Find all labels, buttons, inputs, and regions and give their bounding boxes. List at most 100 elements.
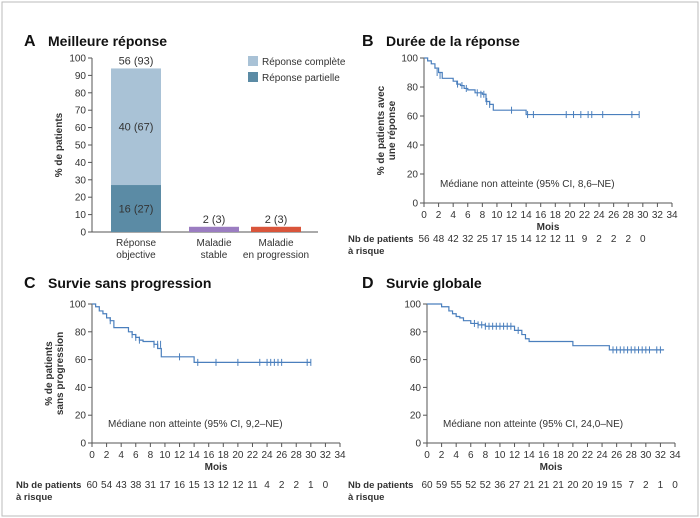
- panel-b-risk-label: à risque: [348, 246, 384, 257]
- panel-b-title: Durée de la réponse: [386, 33, 520, 49]
- panel-c-risk-value: 12: [232, 480, 244, 491]
- legend-label-partial: Réponse partielle: [262, 73, 340, 84]
- panel-c-risk-value: 0: [323, 480, 329, 491]
- legend-label-complete: Réponse complète: [262, 57, 346, 68]
- panel-b-x-tick-label: 16: [535, 210, 547, 221]
- panel-b-risk-value: 0: [640, 234, 646, 245]
- panel-c-x-tick-label: 6: [133, 450, 139, 461]
- panel-c-risk-value: 13: [203, 480, 215, 491]
- panel-b-x-tick-label: 32: [652, 210, 664, 221]
- panel-d-risk-value: 20: [582, 480, 594, 491]
- panel-d-y-tick-label: 40: [410, 383, 422, 394]
- panel-b-risk-value: 11: [565, 234, 576, 245]
- panel-a-y-ticks: 0 10 20 30 40 50 60 70 80 90 100: [69, 54, 92, 239]
- panel-a-bars: 16 (27) 40 (67) 56 (93) 2 (3) 2 (3): [111, 55, 301, 232]
- panel-d-x-tick-label: 24: [596, 450, 608, 461]
- panel-a-segment-label: 40 (67): [119, 122, 154, 134]
- panel-a-letter: A: [24, 33, 36, 50]
- panel-b-letter: B: [362, 33, 374, 50]
- panel-c-x-tick-label: 4: [118, 450, 124, 461]
- panel-d-x-tick-label: 6: [468, 450, 474, 461]
- panel-d-y-tick-label: 20: [410, 411, 422, 422]
- panel-b-risk-value: 56: [418, 234, 430, 245]
- panel-a-y-tick-label: 80: [75, 88, 87, 99]
- panel-b-km-curve: [424, 57, 640, 116]
- panel-d-median-note: Médiane non atteinte (95% CI, 24,0–NE): [443, 419, 623, 430]
- panel-c-x-tick-label: 20: [232, 450, 244, 461]
- panel-a-y-tick-label: 20: [75, 193, 87, 204]
- panel-d-x-tick-label: 8: [483, 450, 489, 461]
- panel-d-x-tick-label: 34: [669, 450, 681, 461]
- panel-a-y-axis-label: % de patients: [54, 112, 65, 177]
- panel-b-x-tick-label: 26: [608, 210, 620, 221]
- panel-b-risk-value: 2: [596, 234, 602, 245]
- panel-c-risk-value: 2: [279, 480, 285, 491]
- panel-c-x-tick-label: 30: [305, 450, 317, 461]
- legend-swatch-complete: [248, 56, 258, 66]
- panel-b-risk-label: Nb de patients: [348, 234, 413, 245]
- panel-c-x-tick-label: 26: [276, 450, 288, 461]
- panel-d-x-tick-label: 10: [494, 450, 506, 461]
- panel-b-x-tick-label: 18: [550, 210, 562, 221]
- panel-b-x-tick-label: 28: [623, 210, 635, 221]
- panel-c-x-tick-label: 22: [247, 450, 259, 461]
- panel-a-y-tick-label: 50: [75, 141, 87, 152]
- panel-c-risk-value: 31: [145, 480, 157, 491]
- panel-a-bar-segment: [111, 68, 161, 186]
- panel-a-category-line2: stable: [201, 250, 228, 261]
- panel-a-category-line2: objective: [116, 250, 156, 261]
- panel-c-x-tick-label: 16: [203, 450, 215, 461]
- panel-c-y-tick-label: 0: [80, 439, 86, 450]
- panel-a-title: Meilleure réponse: [48, 33, 167, 49]
- panel-b-risk-value: 14: [521, 234, 533, 245]
- panel-d-risk-label: Nb de patients: [348, 480, 413, 491]
- panel-c-letter: C: [24, 275, 36, 292]
- panel-c-risk-value: 12: [218, 480, 230, 491]
- panel-d-risk-value: 55: [451, 480, 463, 491]
- panel-b-y-tick-label: 80: [407, 83, 419, 94]
- panel-d-risk-value: 52: [480, 480, 492, 491]
- panel-b-x-tick-label: 10: [491, 210, 503, 221]
- panel-a-segment-label: 16 (27): [119, 204, 154, 216]
- panel-b-x-tick-label: 24: [593, 210, 605, 221]
- panel-b-risk-value: 2: [611, 234, 617, 245]
- panel-d-x-tick-label: 12: [509, 450, 521, 461]
- panel-a-bar-top-label: 2 (3): [265, 214, 288, 226]
- panel-c-x-tick-label: 28: [291, 450, 303, 461]
- panel-c-risk-value: 15: [189, 480, 201, 491]
- panel-b-x-tick-label: 12: [506, 210, 518, 221]
- panel-c-risk-value: 38: [130, 480, 142, 491]
- panel-a-bar-top-label: 56 (93): [119, 55, 154, 67]
- panel-d-x-tick-label: 26: [611, 450, 623, 461]
- panel-d-risk-value: 60: [421, 480, 433, 491]
- panel-c-risk-value: 17: [159, 480, 171, 491]
- panel-c-risk-value: 11: [247, 480, 258, 491]
- panel-c-x-tick-label: 0: [89, 450, 95, 461]
- panel-d-risk-value: 2: [643, 480, 649, 491]
- panel-d-title: Survie globale: [386, 275, 482, 291]
- panel-b-x-tick-label: 30: [637, 210, 649, 221]
- panel-d-x-tick-label: 20: [567, 450, 579, 461]
- panel-b-risk-value: 42: [448, 234, 460, 245]
- panel-c-risk-value: 43: [116, 480, 128, 491]
- panel-d-risk-value: 52: [465, 480, 477, 491]
- panel-b-x-axis-label: Mois: [537, 222, 560, 233]
- panel-d-x-tick-label: 16: [538, 450, 550, 461]
- panel-d-y-tick-label: 100: [404, 300, 421, 311]
- panel-c-y-tick-label: 60: [75, 355, 87, 366]
- panel-a-bar-segment: [189, 226, 239, 232]
- panel-d-risk-value: 0: [672, 480, 678, 491]
- panel-d-risk-value: 21: [553, 480, 565, 491]
- panel-c-x-axis-label: Mois: [205, 462, 228, 473]
- panel-c-risk-value: 2: [293, 480, 299, 491]
- panel-d-x-tick-label: 4: [453, 450, 459, 461]
- panel-b-risk-value: 15: [506, 234, 518, 245]
- panel-c-x-tick-label: 18: [218, 450, 230, 461]
- panel-c-x-tick-label: 10: [159, 450, 171, 461]
- panel-b-x-tick-label: 20: [564, 210, 576, 221]
- panel-d-x-tick-label: 28: [626, 450, 638, 461]
